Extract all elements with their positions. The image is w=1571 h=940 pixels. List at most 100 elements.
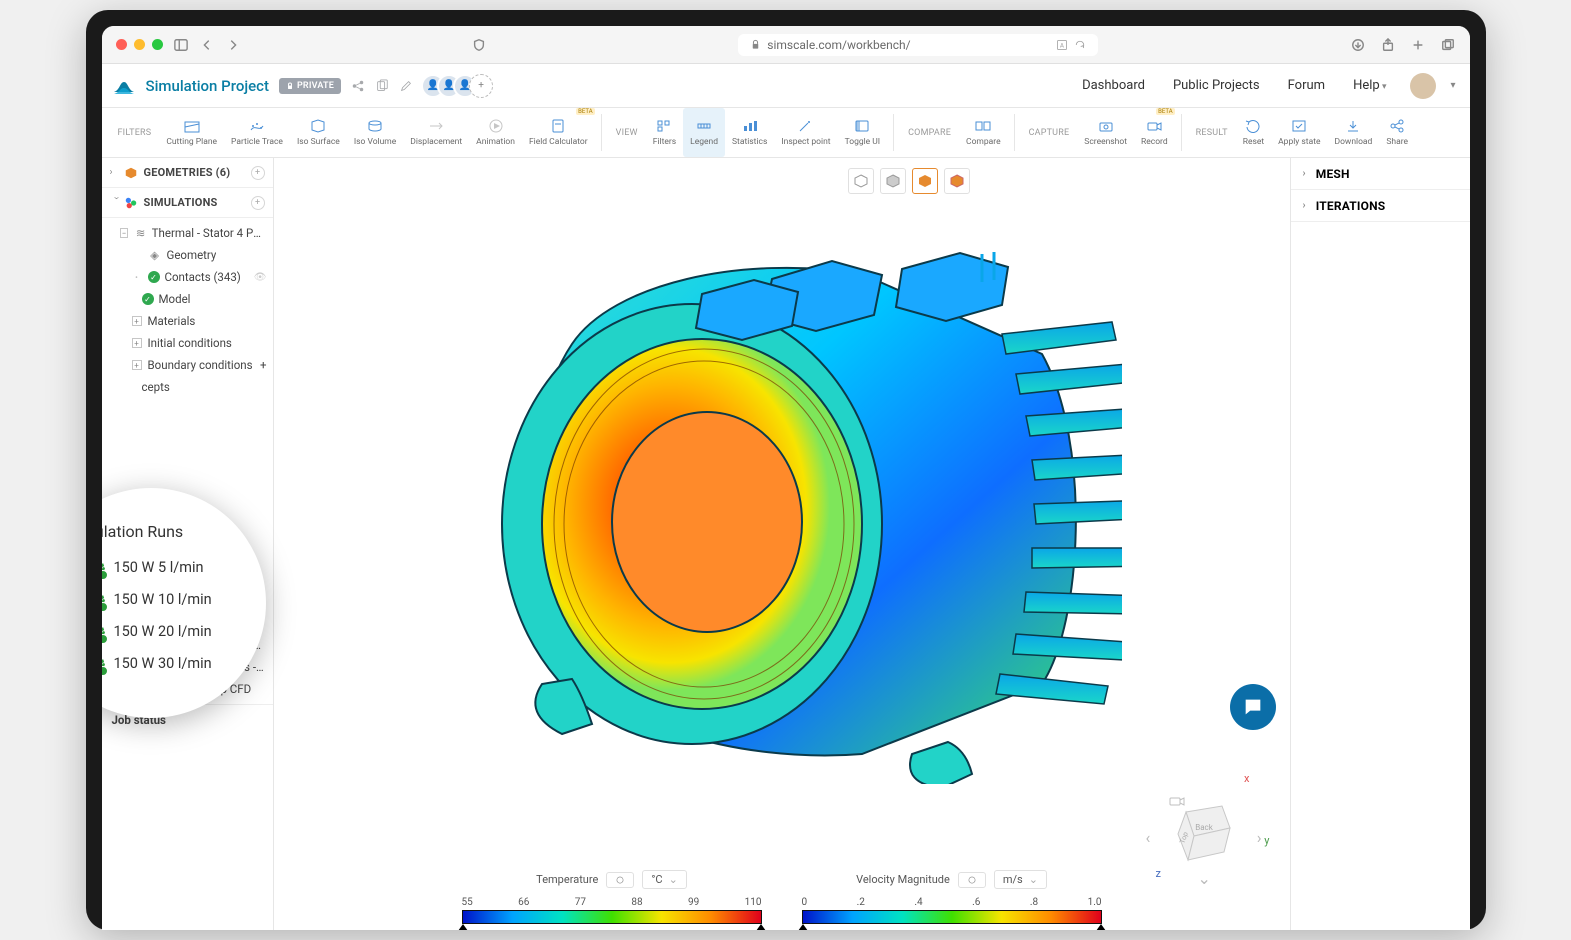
download-button[interactable]: Download [1328, 108, 1380, 157]
apply-state-button[interactable]: Apply state [1271, 108, 1327, 157]
tree-node[interactable]: ≋Thermal - Stator 4 Passes [102, 222, 273, 244]
add-icon[interactable]: + [260, 358, 267, 372]
share-button[interactable]: Share [1379, 108, 1415, 157]
tabs-icon[interactable] [1440, 37, 1456, 53]
nav-forum[interactable]: Forum [1288, 78, 1325, 93]
close-window-dot[interactable] [116, 39, 127, 50]
tree-node[interactable]: Materials [102, 310, 273, 332]
check-icon: ✓ [148, 271, 160, 283]
tree-node[interactable]: ◈Geometry [102, 244, 273, 266]
gear-icon [102, 620, 106, 642]
check-icon: ✓ [142, 293, 154, 305]
unit-select[interactable]: °C ⌄ [642, 870, 687, 889]
project-title[interactable]: Simulation Project [146, 77, 269, 95]
lock-icon [286, 82, 294, 90]
animation-button[interactable]: Animation [469, 108, 522, 157]
tree-node[interactable]: Boundary conditions+ [102, 354, 273, 376]
shield-icon[interactable] [471, 37, 487, 53]
sim-icon: ≋ [134, 226, 146, 240]
zoom-window-dot[interactable] [152, 39, 163, 50]
legend-button[interactable]: Legend [683, 108, 725, 157]
nav-cube[interactable]: Back Top ‹ › ⌄ x y z [1164, 794, 1244, 874]
simulation-run-item[interactable]: + 150 W 20 l/min [102, 615, 246, 647]
ribbon-toolbar: FILTERS Cutting Plane Particle Trace Iso… [102, 108, 1470, 158]
statistics-button[interactable]: Statistics [725, 108, 774, 157]
nav-help[interactable]: Help [1353, 78, 1386, 93]
chat-button[interactable] [1230, 684, 1276, 730]
temperature-legend: Temperature °C ⌄ 5566778899110 [462, 870, 762, 924]
copy-project-icon[interactable] [375, 79, 389, 93]
geometry-icon: ◈ [148, 248, 162, 262]
inspect-point-button[interactable]: Inspect point [774, 108, 837, 157]
displacement-button[interactable]: Displacement [403, 108, 469, 157]
simulation-run-item[interactable]: + 150 W 10 l/min [102, 583, 246, 615]
iso-volume-button[interactable]: Iso Volume [347, 108, 403, 157]
unit-select[interactable]: m/s ⌄ [994, 870, 1047, 889]
browser-toolbar: simscale.com/workbench/ A [102, 26, 1470, 64]
privacy-badge[interactable]: PRIVATE [279, 78, 341, 94]
particle-trace-button[interactable]: Particle Trace [224, 108, 290, 157]
group-filters-label: FILTERS [110, 108, 160, 157]
simulations-icon [124, 196, 138, 210]
geometries-section[interactable]: › GEOMETRIES (6) + [102, 158, 273, 188]
add-collaborator[interactable]: + [469, 74, 493, 98]
simulation-render [294, 178, 1270, 830]
gear-icon [102, 588, 106, 610]
simulation-run-item[interactable]: + 150 W 30 l/min [102, 647, 246, 679]
mesh-section[interactable]: ›MESH [1291, 158, 1470, 190]
tree-node[interactable]: ✓Model [102, 288, 273, 310]
color-legends: Temperature °C ⌄ 5566778899110 Velocity … [274, 870, 1290, 924]
tree-node[interactable]: Initial conditions [102, 332, 273, 354]
toggle-ui-button[interactable]: Toggle UI [838, 108, 888, 157]
compare-button[interactable]: Compare [959, 108, 1008, 157]
legend-settings[interactable] [958, 872, 986, 888]
eye-icon[interactable]: 👁 [254, 272, 267, 283]
geometry-icon [124, 166, 138, 180]
reader-icon[interactable]: A [1056, 39, 1068, 51]
sidebar-icon[interactable] [173, 37, 189, 53]
new-tab-icon[interactable] [1410, 37, 1426, 53]
minimize-window-dot[interactable] [134, 39, 145, 50]
record-button[interactable]: BETARecord [1134, 108, 1175, 157]
chevron-right-icon: › [110, 167, 122, 178]
screenshot-button[interactable]: Screenshot [1077, 108, 1134, 157]
back-icon[interactable] [199, 37, 215, 53]
collaborators[interactable]: 👤 👤 👤 + [429, 74, 493, 98]
field-calculator-button[interactable]: BETAField Calculator [522, 108, 595, 157]
reset-button[interactable]: Reset [1236, 108, 1271, 157]
forward-icon[interactable] [225, 37, 241, 53]
address-bar[interactable]: simscale.com/workbench/ A [738, 34, 1098, 56]
add-icon[interactable]: + [251, 196, 265, 210]
user-avatar[interactable] [1410, 73, 1436, 99]
share-project-icon[interactable] [351, 79, 365, 93]
refresh-icon[interactable] [1074, 39, 1086, 51]
group-view-label: VIEW [608, 108, 646, 157]
nav-dashboard[interactable]: Dashboard [1082, 78, 1145, 93]
user-menu-caret[interactable]: ▾ [1450, 80, 1455, 91]
lock-icon [750, 39, 761, 50]
group-compare-label: COMPARE [900, 108, 959, 157]
add-icon[interactable]: + [251, 166, 265, 180]
chat-icon [1242, 696, 1264, 718]
gear-icon [102, 652, 106, 674]
axis-y: y [1264, 834, 1269, 847]
share-browser-icon[interactable] [1380, 37, 1396, 53]
app-logo[interactable] [112, 74, 136, 98]
download-browser-icon[interactable] [1350, 37, 1366, 53]
svg-text:A: A [1060, 42, 1064, 49]
axis-x: x [1244, 772, 1249, 785]
group-capture-label: CAPTURE [1021, 108, 1078, 157]
viewport-3d[interactable]: Back Top ‹ › ⌄ x y z Temperature [274, 158, 1290, 930]
edit-project-icon[interactable] [399, 79, 413, 93]
tree-node[interactable]: cepts [102, 376, 273, 398]
filters-button[interactable]: Filters [646, 108, 683, 157]
iso-surface-button[interactable]: Iso Surface [290, 108, 347, 157]
tree-node[interactable]: ✓Contacts (343)👁 [102, 266, 273, 288]
simulation-run-item[interactable]: + 150 W 5 l/min [102, 551, 246, 583]
nav-public-projects[interactable]: Public Projects [1173, 78, 1260, 93]
window-controls[interactable] [116, 39, 163, 50]
cutting-plane-button[interactable]: Cutting Plane [159, 108, 224, 157]
simulations-section[interactable]: › SIMULATIONS + [102, 188, 273, 218]
legend-settings[interactable] [606, 872, 634, 888]
iterations-section[interactable]: ›ITERATIONS [1291, 190, 1470, 222]
